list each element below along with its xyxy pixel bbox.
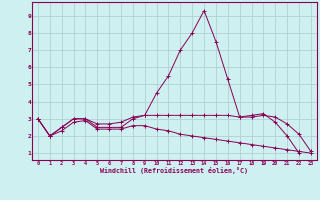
- X-axis label: Windchill (Refroidissement éolien,°C): Windchill (Refroidissement éolien,°C): [100, 167, 248, 174]
